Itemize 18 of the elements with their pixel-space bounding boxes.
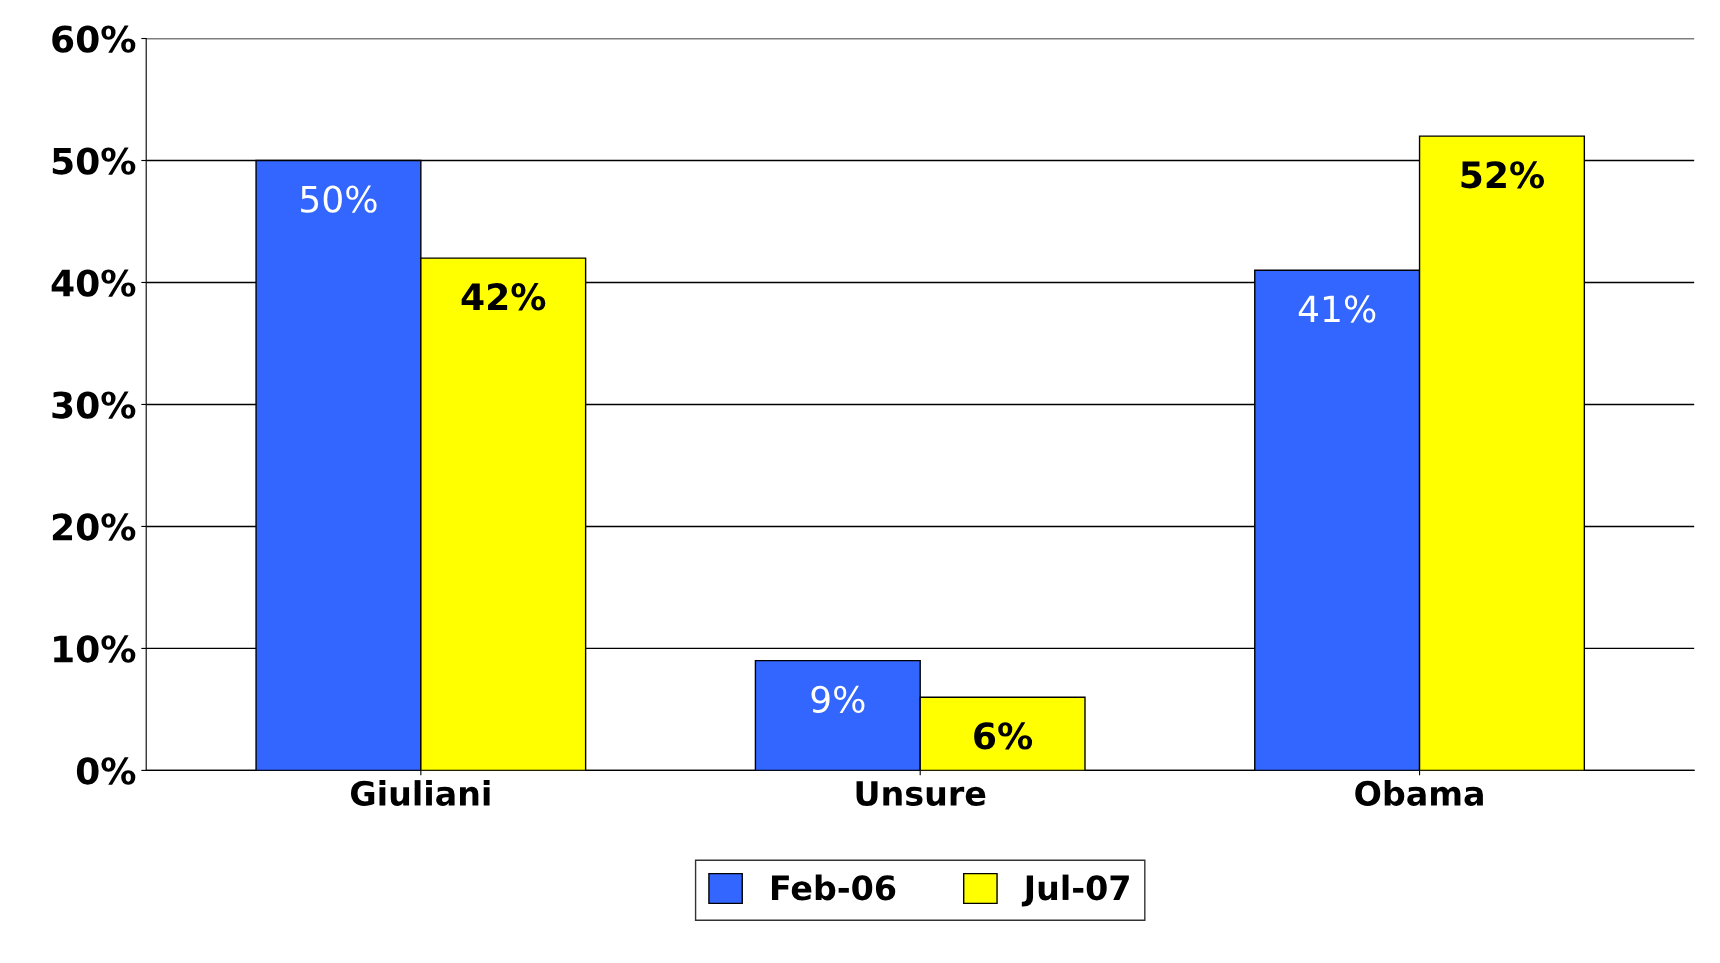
y-tick-label: 50% <box>52 147 136 175</box>
y-tick-label: 30% <box>52 391 136 419</box>
data-label: 52% <box>1461 161 1545 189</box>
y-tick-label: 20% <box>52 513 136 541</box>
y-tick-label: 0% <box>76 757 136 785</box>
x-tick-label: Obama <box>1355 780 1483 806</box>
data-label: 42% <box>461 283 546 311</box>
data-label: 9% <box>811 685 865 713</box>
data-label: 50% <box>301 185 377 213</box>
legend-label: Feb-06 <box>771 874 896 901</box>
data-label: 41% <box>1298 295 1376 323</box>
x-tick-label: Unsure <box>856 781 986 806</box>
x-tick-label: Giuliani <box>351 780 490 806</box>
legend-label: Jul-07 <box>1021 874 1129 907</box>
data-label: 6% <box>974 722 1033 750</box>
y-tick-label: 10% <box>54 635 136 663</box>
y-tick-label: 40% <box>51 269 136 297</box>
y-tick-label: 60% <box>52 25 136 53</box>
